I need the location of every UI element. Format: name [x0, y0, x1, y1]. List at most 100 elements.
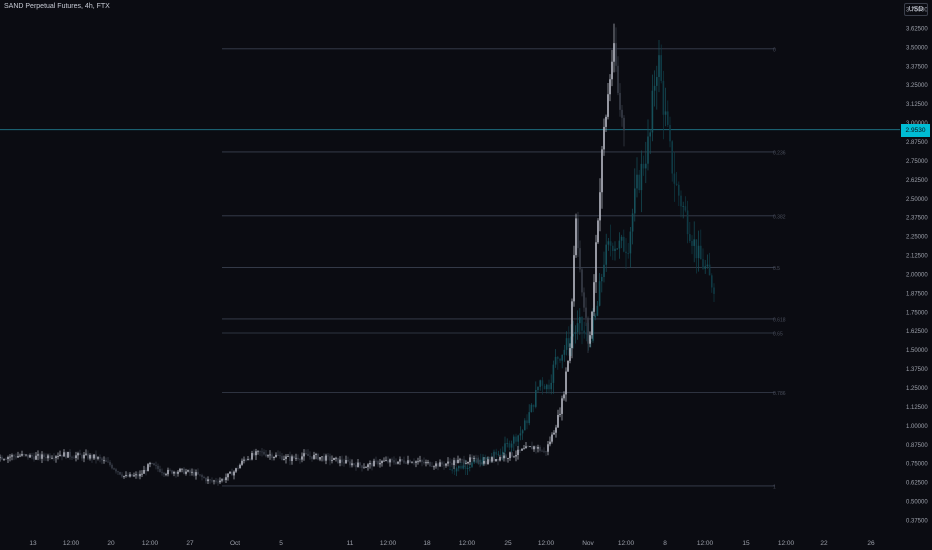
- candle-body-274: [547, 444, 549, 452]
- candle-body-172: [343, 462, 345, 464]
- candle-body-130: [259, 450, 261, 452]
- y-tick-label-11: 2.37500: [906, 216, 928, 222]
- candle-body-36: [71, 456, 73, 458]
- candle-body-148: [295, 457, 297, 459]
- candle-body-259: [517, 449, 519, 456]
- candle-body-243: [485, 460, 487, 465]
- overlay-candle-body-24: [502, 451, 504, 455]
- candle-body-43: [85, 453, 87, 455]
- candle-series: [0, 23, 625, 486]
- candle-body-289: [577, 218, 579, 249]
- candle-body-23: [45, 457, 47, 459]
- y-tick-label-27: 0.37500: [906, 519, 928, 525]
- candle-body-184: [367, 464, 369, 468]
- overlay-candle-body-115: [702, 259, 704, 269]
- x-tick-label-12: 12:00: [538, 540, 555, 547]
- x-tick-label-2: 20: [107, 540, 115, 547]
- x-tick-label-9: 18: [423, 540, 431, 547]
- candle-body-143: [285, 456, 287, 459]
- overlay-candle-body-48: [554, 356, 557, 365]
- candle-body-163: [325, 455, 327, 461]
- candle-body-229: [457, 459, 459, 464]
- y-tick-label-10: 2.50000: [906, 197, 928, 203]
- y-tick-label-24: 0.75000: [906, 462, 928, 468]
- candle-body-287: [573, 255, 575, 302]
- overlay-candle-body-109: [689, 234, 691, 241]
- candle-body-38: [75, 455, 77, 459]
- overlay-candle-body-21: [495, 451, 497, 455]
- candle-body-216: [431, 466, 433, 467]
- candle-body-79: [157, 465, 159, 469]
- overlay-candle-body-29: [513, 436, 515, 444]
- x-tick-label-6: 5: [279, 540, 283, 547]
- overlay-candle-body-50: [559, 358, 561, 361]
- candle-body-171: [341, 459, 343, 463]
- candle-body-233: [465, 463, 467, 465]
- y-tick-label-2: 3.50000: [906, 45, 928, 51]
- candle-body-296: [591, 311, 593, 336]
- candle-body-65: [129, 474, 131, 477]
- candle-body-156: [311, 456, 313, 459]
- y-tick-label-21: 1.12500: [906, 405, 928, 411]
- candle-body-58: [115, 469, 117, 472]
- candle-body-94: [187, 470, 189, 472]
- candle-body-150: [299, 459, 301, 461]
- x-tick-label-19: 22: [820, 540, 828, 547]
- x-tick-label-5: Oct: [230, 540, 240, 547]
- candle-body-104: [207, 479, 209, 482]
- candle-body-145: [289, 456, 291, 462]
- candle-body-31: [61, 454, 63, 457]
- overlay-candle-body-85: [636, 174, 638, 189]
- x-tick-label-16: 12:00: [697, 540, 714, 547]
- overlay-candle-body-56: [572, 333, 574, 337]
- candle-body-203: [405, 462, 407, 464]
- time-axis[interactable]: 13 12:00 20 12:00 27 Oct 5 11 12:00 18 12:00 25 12:0…: [29, 540, 875, 547]
- overlay-candle-body-116: [704, 266, 706, 269]
- candle-body-271: [541, 450, 543, 452]
- candle-body-276: [551, 434, 553, 442]
- candle-body-175: [349, 461, 351, 466]
- candle-body-69: [137, 474, 139, 477]
- candle-body-14: [27, 454, 29, 458]
- candle-body-126: [251, 453, 253, 460]
- overlay-candle-body-112: [695, 239, 698, 259]
- candle-body-9: [17, 456, 19, 458]
- x-tick-label-7: 11: [347, 540, 354, 547]
- candle-body-303: [605, 116, 607, 127]
- candle-body-241: [481, 463, 483, 465]
- currency-selector[interactable]: USD: [904, 3, 928, 16]
- fibonacci-retracement[interactable]: 0 0.236 0.382 0.5 0.618 0.65 0.786 1: [222, 47, 786, 490]
- candle-body-51: [101, 458, 103, 461]
- candle-body-180: [359, 462, 361, 466]
- candle-body-8: [15, 456, 17, 458]
- candle-body-85: [169, 469, 171, 471]
- candle-body-68: [135, 474, 137, 476]
- y-tick-label-13: 2.12500: [906, 254, 928, 260]
- candle-body-193: [385, 460, 387, 461]
- candle-body-279: [557, 414, 559, 428]
- y-tick-label-0: 3.75000: [906, 8, 928, 14]
- candle-body-153: [305, 453, 307, 455]
- candle-body-235: [469, 457, 471, 463]
- fib-label-1: 0.236: [773, 150, 786, 156]
- candle-body-128: [255, 451, 257, 456]
- candle-body-269: [537, 447, 539, 449]
- candle-body-275: [549, 441, 551, 445]
- overlay-candle-body-41: [539, 380, 541, 387]
- x-tick-label-0: 13: [29, 540, 37, 547]
- candle-body-305: [609, 79, 611, 95]
- candle-body-277: [553, 432, 555, 435]
- candle-body-295: [589, 335, 591, 344]
- candle-body-70: [139, 474, 141, 477]
- candle-body-258: [515, 455, 517, 457]
- candle-body-127: [253, 453, 255, 456]
- candle-body-66: [131, 474, 133, 477]
- candle-body-209: [417, 461, 419, 463]
- candle-body-250: [499, 457, 501, 461]
- price-axis[interactable]: 3.75000 3.62500 3.50000 3.37500 3.25000 3.125…: [906, 8, 928, 525]
- candle-body-42: [83, 454, 85, 459]
- candle-body-5: [9, 456, 11, 458]
- candle-body-83: [165, 474, 167, 475]
